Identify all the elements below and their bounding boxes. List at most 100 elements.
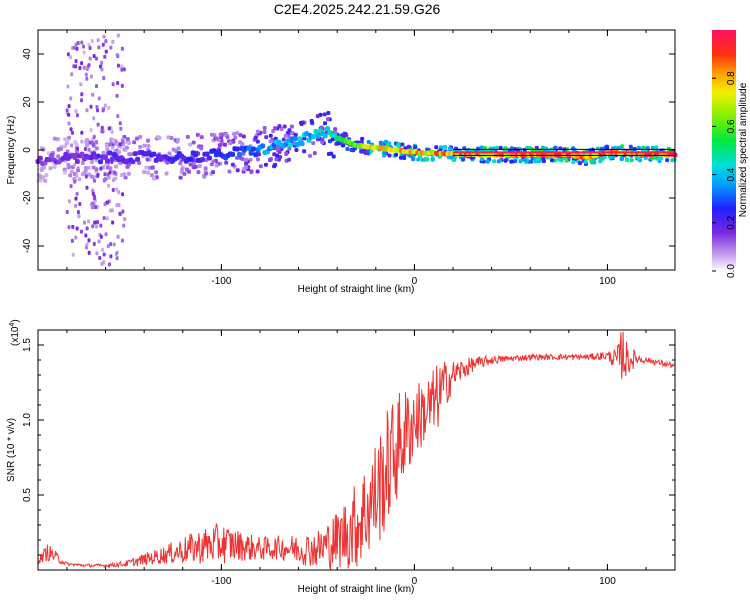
spectrogram-cell: [150, 165, 155, 170]
spectrogram-cell: [52, 136, 57, 141]
spectrogram-noise-cell: [120, 64, 124, 69]
spectrogram-noise-cell: [74, 64, 78, 69]
spectrogram-cell: [629, 158, 634, 163]
spectrogram-noise-cell: [91, 188, 95, 193]
spectrogram-y-tick-label: 40: [22, 48, 33, 60]
spectrogram-noise-cell: [100, 262, 104, 267]
spectrogram-noise-cell: [111, 145, 115, 150]
spectrogram-cell: [231, 139, 236, 144]
spectrogram-cell: [589, 158, 594, 163]
spectrogram-cell: [191, 140, 196, 145]
spectrogram-cell: [118, 161, 123, 166]
spectrogram-cell: [425, 147, 430, 152]
spectrogram-cell: [244, 165, 249, 170]
spectrogram-cell: [83, 166, 88, 171]
spectrogram-cell: [320, 137, 325, 142]
spectrogram-cell: [188, 142, 193, 147]
spectrogram-cell: [283, 133, 288, 138]
spectrogram-cell: [41, 147, 46, 152]
spectrogram-cell: [132, 140, 137, 145]
spectrogram-noise-cell: [115, 53, 119, 58]
spectrogram-ridge-cell: [253, 152, 259, 158]
spectrogram-noise-cell: [78, 177, 82, 182]
spectrogram-noise-cell: [74, 109, 78, 114]
spectrogram-ridge-cell: [311, 133, 317, 139]
snr-y-tick-label: 1.0: [22, 413, 33, 427]
spectrogram-cell: [307, 153, 312, 158]
spectrogram-cell: [178, 161, 183, 166]
spectrogram-cell: [125, 137, 130, 142]
spectrogram-noise-cell: [79, 82, 83, 87]
spectrogram-cell: [411, 157, 416, 162]
spectrogram-ridge-cell: [107, 150, 113, 156]
spectrogram-cell: [322, 112, 327, 117]
spectrogram-cell: [182, 171, 187, 176]
spectrogram-cell: [85, 137, 90, 142]
spectrogram-cell: [406, 144, 411, 149]
colorbar-gradient: [712, 30, 736, 271]
spectrogram-cell: [149, 173, 154, 178]
spectrogram-noise-cell: [118, 121, 122, 126]
spectrogram-cell: [326, 110, 331, 115]
spectrogram-ridge-cell: [60, 155, 66, 161]
spectrogram-cell: [649, 156, 654, 161]
snr-marks: [37, 331, 675, 570]
spectrogram-cell: [86, 172, 91, 177]
snr-y-ticks: 0.5 1.0 1.5: [22, 338, 675, 556]
spectrogram-cell: [338, 141, 343, 146]
spectrogram-cell: [550, 158, 555, 163]
spectrogram-noise-cell: [96, 173, 100, 178]
spectrogram-noise-cell: [85, 185, 89, 190]
spectrogram-noise-cell: [84, 174, 88, 179]
spectrogram-cell: [138, 135, 143, 140]
spectrogram-cell: [106, 175, 111, 180]
spectrogram-cell: [199, 135, 204, 140]
spectrogram-noise-cell: [120, 83, 124, 88]
spectrogram-noise-cell: [70, 143, 74, 148]
spectrogram-cell: [400, 142, 405, 147]
spectrogram-ridge-cell: [322, 133, 328, 139]
spectrogram-cell: [127, 152, 132, 157]
spectrogram-noise-cell: [67, 112, 71, 117]
snr-multiplier-label: (x104): [9, 319, 21, 346]
spectrogram-cell: [38, 178, 43, 183]
spectrogram-noise-cell: [100, 125, 104, 130]
spectrogram-cell: [479, 145, 484, 150]
spectrogram-noise-cell: [100, 67, 104, 72]
colorbar-tick-label: 0.0: [726, 264, 737, 278]
spectrogram-cell: [228, 141, 233, 146]
spectrogram-noise-cell: [71, 224, 75, 229]
spectrogram-noise-cell: [121, 209, 125, 214]
spectrogram-cell: [345, 146, 350, 151]
spectrogram-cell: [230, 162, 235, 167]
spectrogram-cell: [262, 130, 267, 135]
spectrogram-y-ticks: -40 -20 0 20 40: [22, 48, 675, 253]
spectrogram-noise-cell: [97, 96, 101, 101]
spectrogram-cell: [293, 132, 298, 137]
spectrogram-noise-cell: [78, 202, 82, 207]
spectrogram-cell: [503, 158, 508, 163]
spectrogram-ridge-cell: [151, 151, 157, 157]
spectrogram-cell: [665, 158, 670, 163]
spectrogram-cell: [609, 155, 614, 160]
spectrogram-noise-cell: [92, 116, 96, 121]
spectrogram-cell: [624, 157, 629, 162]
spectrogram-cell: [583, 160, 588, 165]
spectrogram-ridge-cell: [63, 151, 69, 157]
spectrogram-noise-cell: [69, 96, 73, 101]
spectrogram-cell: [315, 114, 320, 119]
spectrogram-ridge-cell: [325, 126, 331, 132]
spectrogram-cell: [63, 144, 68, 149]
spectrogram-background: [38, 30, 675, 270]
spectrogram-cell: [126, 171, 131, 176]
spectrogram-cell: [218, 132, 223, 137]
spectrogram-ridge-cell: [199, 157, 205, 163]
spectrogram-cell: [187, 169, 192, 174]
spectrogram-ridge-cell: [250, 146, 256, 152]
spectrogram-cell: [101, 150, 106, 155]
spectrogram-ridge-cell: [132, 151, 138, 157]
spectrogram-noise-cell: [121, 139, 125, 144]
spectrogram-noise-cell: [115, 93, 119, 98]
spectrogram-cell: [223, 132, 228, 137]
spectrogram-cell: [530, 156, 535, 161]
